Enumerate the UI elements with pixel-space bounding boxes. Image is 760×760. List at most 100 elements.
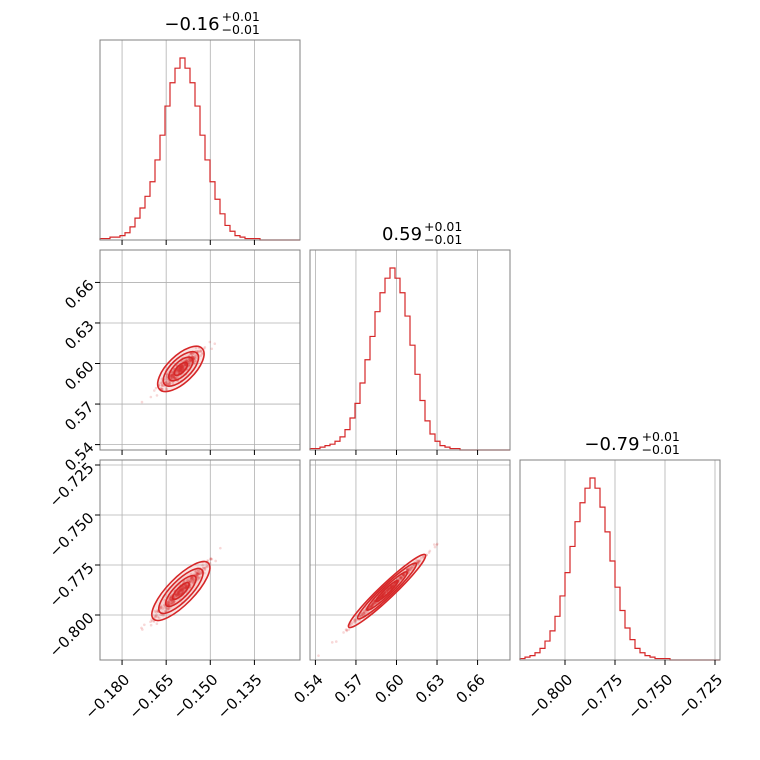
- scatter-panel-3: 0.54 0.57 0.60 0.63 0.66: [290, 459, 511, 707]
- sample-point: [177, 591, 180, 595]
- sample-point: [177, 590, 181, 593]
- sample-point: [389, 587, 392, 590]
- sample-point: [199, 570, 202, 574]
- sample-point: [166, 603, 170, 606]
- sample-point: [193, 359, 197, 363]
- sample-point: [371, 602, 374, 605]
- sample-point: [390, 585, 394, 588]
- sample-point: [388, 586, 392, 590]
- sample-point: [192, 577, 195, 581]
- sample-point: [197, 577, 201, 580]
- sample-point: [171, 370, 174, 374]
- axes-frame: [309, 459, 511, 661]
- sample-point: [171, 377, 174, 380]
- density-contour: [171, 581, 190, 601]
- sample-point: [177, 592, 180, 596]
- sample-point: [171, 374, 174, 378]
- sample-point: [193, 354, 197, 358]
- sample-point: [193, 355, 196, 359]
- sample-point: [408, 568, 411, 572]
- sample-point: [160, 387, 164, 390]
- sample-point: [410, 567, 414, 570]
- sample-point: [184, 584, 188, 588]
- sample-point: [370, 603, 374, 607]
- x-tick-label: 0.54: [290, 671, 326, 707]
- sample-point: [184, 363, 187, 366]
- sample-point: [388, 588, 391, 591]
- y-tick-label: −0.775: [46, 559, 98, 611]
- sample-point: [386, 588, 390, 592]
- sample-point: [175, 370, 179, 373]
- sample-point: [196, 571, 199, 575]
- sample-point: [170, 599, 174, 603]
- sample-point: [370, 604, 374, 608]
- sample-point: [181, 365, 184, 369]
- sample-point: [178, 588, 182, 592]
- sample-point: [370, 602, 374, 606]
- sample-point: [177, 593, 181, 597]
- sample-point: [167, 600, 170, 604]
- sample-point: [408, 568, 412, 571]
- sample-point: [362, 610, 366, 613]
- sample-point: [183, 584, 187, 588]
- sample-point: [168, 598, 172, 602]
- sample-point: [174, 377, 177, 380]
- density-contour: [167, 356, 194, 382]
- sample-point: [174, 594, 178, 597]
- sample-point: [181, 587, 185, 590]
- sample-point: [189, 358, 193, 362]
- sample-point: [179, 369, 182, 373]
- scatter-panel-1: 0.540.570.600.630.66: [61, 249, 301, 475]
- sample-point: [154, 614, 158, 618]
- sample-point: [399, 576, 403, 579]
- sample-point: [214, 559, 217, 563]
- sample-point: [372, 601, 375, 605]
- sample-point: [167, 380, 171, 383]
- sample-point: [173, 377, 176, 381]
- sample-point: [353, 618, 356, 622]
- sample-point: [199, 349, 202, 353]
- title-lower-error: −0.01: [642, 442, 680, 457]
- sample-point: [195, 572, 199, 575]
- sample-point: [189, 352, 193, 355]
- sample-point: [380, 595, 383, 598]
- sample-point: [169, 598, 173, 602]
- hist-panel-3: −0.800−0.775−0.750−0.725 −0.79 +0.01−0.01: [519, 429, 726, 723]
- sample-point: [210, 347, 214, 351]
- sample-point: [161, 384, 164, 387]
- sample-point: [208, 340, 212, 344]
- sample-point: [367, 606, 371, 610]
- sample-point: [190, 354, 194, 358]
- sample-point: [184, 359, 188, 362]
- sample-point: [171, 375, 175, 379]
- sample-point: [206, 559, 210, 562]
- sample-point: [182, 363, 186, 366]
- sample-point: [167, 607, 171, 610]
- sample-point: [345, 629, 349, 633]
- sample-point: [399, 575, 403, 579]
- axes-frame: [99, 39, 301, 241]
- sample-point: [181, 365, 184, 369]
- sample-point: [168, 381, 172, 385]
- sample-point: [189, 577, 193, 581]
- sample-point: [177, 370, 181, 374]
- sample-point: [179, 367, 183, 371]
- sample-point: [199, 349, 202, 352]
- sample-point: [406, 568, 409, 571]
- sample-point: [428, 549, 432, 553]
- sample-point: [181, 588, 184, 592]
- sample-point: [209, 558, 212, 561]
- sample-point: [402, 573, 405, 577]
- sample-point: [183, 363, 187, 366]
- sample-point: [179, 587, 183, 591]
- sample-point: [180, 587, 183, 591]
- sample-point: [182, 586, 186, 590]
- sample-point: [199, 575, 202, 579]
- title-upper-error: +0.01: [642, 429, 680, 444]
- sample-point: [432, 543, 436, 546]
- sample-point: [171, 382, 175, 385]
- sample-point: [219, 546, 222, 550]
- sample-point: [386, 588, 389, 592]
- sample-point: [178, 367, 182, 371]
